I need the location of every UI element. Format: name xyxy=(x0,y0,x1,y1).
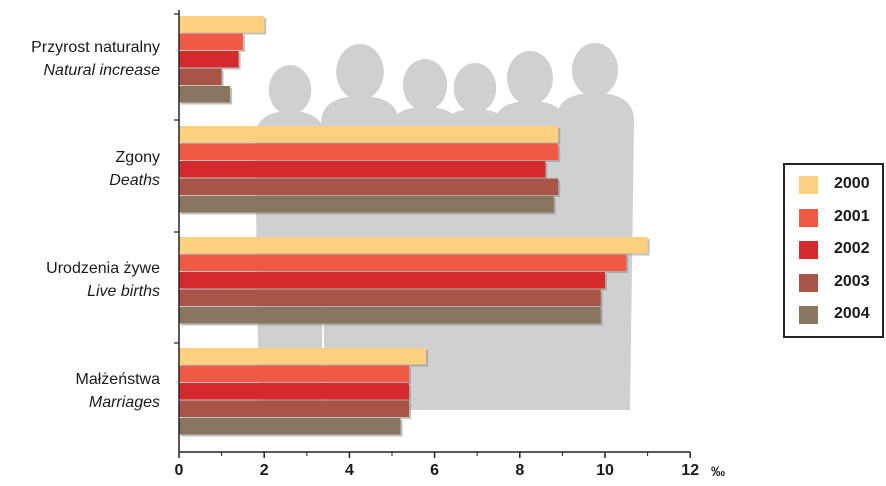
category-label: Przyrost naturalny Natural increase xyxy=(31,36,160,82)
bar-2003 xyxy=(179,400,410,417)
bar-2004 xyxy=(179,307,601,324)
legend-item: 2004 xyxy=(799,304,879,326)
legend-label: 2000 xyxy=(834,175,870,192)
bar-group xyxy=(179,16,267,105)
x-tick-label: 2 xyxy=(259,462,269,479)
category-label: Zgony Deaths xyxy=(109,146,160,192)
bar-group xyxy=(179,126,561,215)
bar-2004 xyxy=(179,86,231,103)
bar-group xyxy=(179,237,650,326)
bar-2003 xyxy=(179,68,222,85)
legend-swatch xyxy=(799,208,818,227)
bar-group xyxy=(179,348,429,437)
legend-label: 2002 xyxy=(834,240,870,257)
legend-item: 2003 xyxy=(799,272,879,294)
x-unit-label: ‰ xyxy=(711,463,725,479)
person-silhouette xyxy=(556,43,634,410)
bar-2001 xyxy=(179,365,410,382)
bar-2004 xyxy=(179,196,554,213)
bar-2002 xyxy=(179,272,605,289)
bars-group xyxy=(179,16,650,437)
x-tick-label: 8 xyxy=(515,462,525,479)
bar-2001 xyxy=(179,254,627,271)
x-tick-label: 10 xyxy=(596,462,614,479)
category-label-english: Deaths xyxy=(109,171,160,189)
legend-swatch xyxy=(799,273,818,292)
bar-2000 xyxy=(179,126,559,143)
bar-2000 xyxy=(179,16,265,33)
legend-label: 2004 xyxy=(834,305,870,322)
x-tick-label: 4 xyxy=(344,462,354,479)
category-label-polish: Przyrost naturalny xyxy=(31,38,160,56)
legend-swatch xyxy=(799,306,818,324)
axes-group xyxy=(174,10,691,458)
category-label-english: Natural increase xyxy=(43,61,161,79)
bar-2001 xyxy=(179,33,243,50)
legend-item: 2000 xyxy=(799,174,879,196)
person-silhouette xyxy=(493,51,567,410)
bar-2002 xyxy=(179,383,410,400)
category-label-polish: Małżeństwa xyxy=(75,370,160,388)
x-tick-label: 12 xyxy=(681,462,700,479)
x-tick-label: 6 xyxy=(430,462,440,479)
bar-2003 xyxy=(179,178,559,195)
bar-2002 xyxy=(179,51,239,68)
bar-2000 xyxy=(179,348,427,365)
legend-swatch xyxy=(799,176,818,194)
category-label-polish: Urodzenia żywe xyxy=(46,259,160,277)
category-label-polish: Zgony xyxy=(115,148,160,166)
bar-2003 xyxy=(179,289,601,306)
legend-item: 2001 xyxy=(799,207,879,229)
legend-label: 2001 xyxy=(834,207,870,225)
category-label: Małżeństwa Marriages xyxy=(76,368,160,414)
bar-2002 xyxy=(179,161,546,178)
category-label: Urodzenia żywe Live births xyxy=(46,257,160,303)
legend-item: 2002 xyxy=(799,239,879,261)
legend: 2000 2001 2002 2003 2004 xyxy=(783,163,884,338)
legend-label: 2003 xyxy=(834,272,870,290)
bar-2000 xyxy=(179,237,648,254)
category-label-english: Marriages xyxy=(88,393,160,411)
x-tick-label: 0 xyxy=(174,462,184,479)
category-label-english: Live births xyxy=(87,282,160,300)
legend-swatch xyxy=(799,241,818,259)
bar-2001 xyxy=(179,143,559,160)
bar-2004 xyxy=(179,418,401,435)
